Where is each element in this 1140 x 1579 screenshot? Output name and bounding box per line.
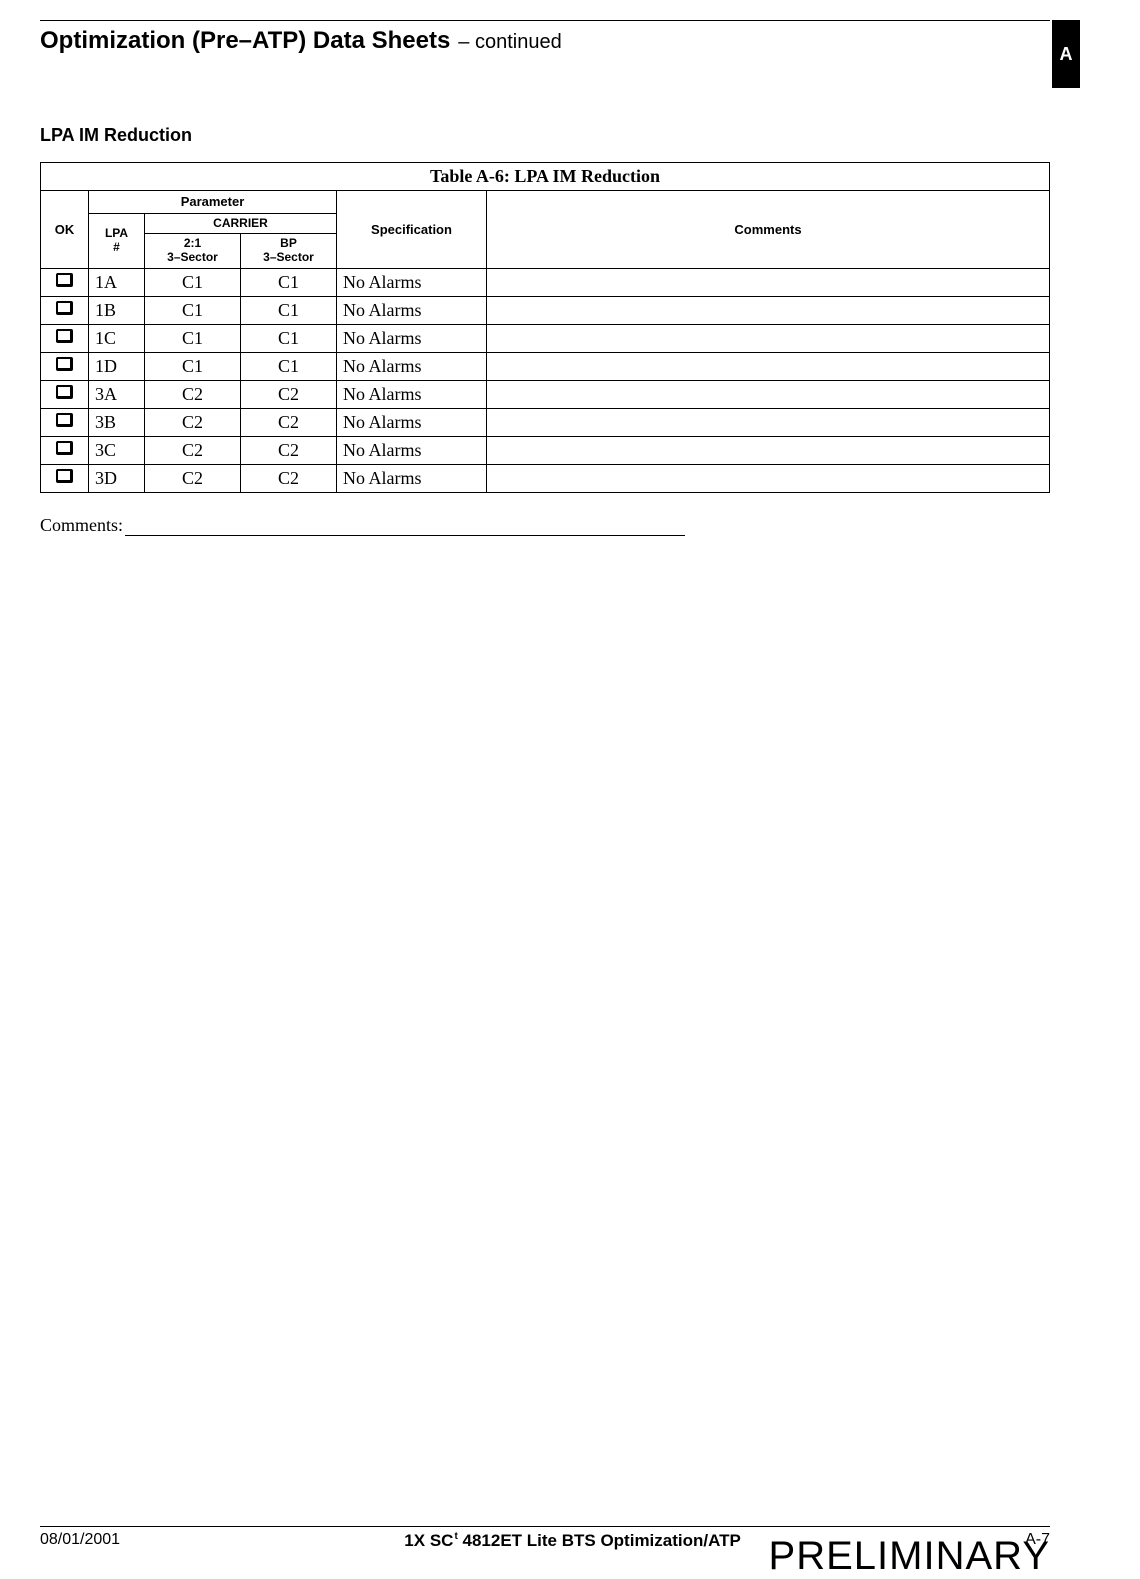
cell-spec: No Alarms: [337, 408, 487, 436]
th-ok: OK: [41, 191, 89, 269]
footer-tm: t: [454, 1531, 457, 1542]
header-continued: – continued: [458, 31, 561, 54]
header-title: Optimization (Pre–ATP) Data Sheets: [40, 27, 450, 55]
checkbox-icon: [56, 273, 73, 287]
cell-comment[interactable]: [487, 324, 1050, 352]
ok-checkbox-cell[interactable]: [41, 436, 89, 464]
cell-c2: C2: [241, 408, 337, 436]
cell-spec: No Alarms: [337, 464, 487, 492]
tab-marker-top: [1052, 20, 1080, 42]
cell-c2: C1: [241, 352, 337, 380]
cell-comment[interactable]: [487, 408, 1050, 436]
cell-c2: C1: [241, 296, 337, 324]
ok-checkbox-cell[interactable]: [41, 296, 89, 324]
table-title: Table A-6: LPA IM Reduction: [41, 163, 1050, 191]
cell-comment[interactable]: [487, 436, 1050, 464]
checkbox-icon: [56, 441, 73, 455]
th-spec: Specification: [337, 191, 487, 269]
cell-c1: C2: [145, 380, 241, 408]
comments-label: Comments:: [40, 515, 123, 536]
table-row: 3D C2 C2 No Alarms: [41, 464, 1050, 492]
cell-lpa: 3A: [89, 380, 145, 408]
tab-letter: A: [1052, 42, 1080, 66]
th-parameter: Parameter: [89, 191, 337, 214]
cell-lpa: 1D: [89, 352, 145, 380]
cell-lpa: 1A: [89, 268, 145, 296]
cell-c1: C1: [145, 352, 241, 380]
cell-comment[interactable]: [487, 352, 1050, 380]
table-title-rest: LPA IM Reduction: [510, 166, 660, 186]
ok-checkbox-cell[interactable]: [41, 464, 89, 492]
th-bp: BP3–Sector: [241, 234, 337, 269]
cell-c2: C2: [241, 436, 337, 464]
th-carrier: CARRIER: [145, 213, 337, 234]
table-row: 3C C2 C2 No Alarms: [41, 436, 1050, 464]
cell-c1: C2: [145, 464, 241, 492]
cell-spec: No Alarms: [337, 352, 487, 380]
table-row: 3A C2 C2 No Alarms: [41, 380, 1050, 408]
lpa-im-table: Table A-6: LPA IM Reduction OK Parameter…: [40, 162, 1050, 493]
ok-checkbox-cell[interactable]: [41, 408, 89, 436]
cell-spec: No Alarms: [337, 436, 487, 464]
table-body: 1A C1 C1 No Alarms 1B C1 C1 No Alarms 1C…: [41, 268, 1050, 492]
th-2to1: 2:13–Sector: [145, 234, 241, 269]
table-row: 1D C1 C1 No Alarms: [41, 352, 1050, 380]
cell-lpa: 1C: [89, 324, 145, 352]
footer-center-post: 4812ET Lite BTS Optimization/ATP: [463, 1531, 741, 1550]
ok-checkbox-cell[interactable]: [41, 324, 89, 352]
th-lpa: LPA#: [89, 213, 145, 268]
footer-center-pre: 1X SC: [404, 1531, 453, 1550]
cell-c2: C2: [241, 380, 337, 408]
checkbox-icon: [56, 413, 73, 427]
checkbox-icon: [56, 357, 73, 371]
cell-lpa: 3B: [89, 408, 145, 436]
tab-marker-bottom: [1052, 66, 1080, 88]
table-row: 1A C1 C1 No Alarms: [41, 268, 1050, 296]
checkbox-icon: [56, 329, 73, 343]
cell-c1: C2: [145, 408, 241, 436]
cell-comment[interactable]: [487, 380, 1050, 408]
checkbox-icon: [56, 301, 73, 315]
ok-checkbox-cell[interactable]: [41, 268, 89, 296]
comments-field[interactable]: Comments:: [40, 515, 1050, 536]
cell-lpa: 3D: [89, 464, 145, 492]
cell-comment[interactable]: [487, 464, 1050, 492]
cell-spec: No Alarms: [337, 380, 487, 408]
cell-lpa: 1B: [89, 296, 145, 324]
footer-date: 08/01/2001: [40, 1531, 120, 1549]
cell-c2: C2: [241, 464, 337, 492]
table-title-bold: Table A-6:: [430, 166, 510, 186]
cell-c1: C1: [145, 296, 241, 324]
page-header: Optimization (Pre–ATP) Data Sheets – con…: [40, 27, 1050, 55]
table-row: 3B C2 C2 No Alarms: [41, 408, 1050, 436]
cell-c1: C2: [145, 436, 241, 464]
cell-c1: C1: [145, 268, 241, 296]
cell-lpa: 3C: [89, 436, 145, 464]
table-row: 1C C1 C1 No Alarms: [41, 324, 1050, 352]
cell-comment[interactable]: [487, 268, 1050, 296]
checkbox-icon: [56, 385, 73, 399]
table-row: 1B C1 C1 No Alarms: [41, 296, 1050, 324]
cell-c2: C1: [241, 324, 337, 352]
cell-spec: No Alarms: [337, 324, 487, 352]
checkbox-icon: [56, 469, 73, 483]
cell-spec: No Alarms: [337, 268, 487, 296]
footer-rule: [40, 1526, 1050, 1527]
comments-underline: [125, 518, 685, 536]
preliminary-watermark: PRELIMINARY: [769, 1534, 1050, 1579]
cell-c2: C1: [241, 268, 337, 296]
side-tab: A: [1052, 20, 1080, 88]
cell-comment[interactable]: [487, 296, 1050, 324]
cell-c1: C1: [145, 324, 241, 352]
ok-checkbox-cell[interactable]: [41, 380, 89, 408]
section-heading: LPA IM Reduction: [40, 125, 1050, 146]
th-comments: Comments: [487, 191, 1050, 269]
top-rule: [40, 20, 1050, 21]
cell-spec: No Alarms: [337, 296, 487, 324]
ok-checkbox-cell[interactable]: [41, 352, 89, 380]
